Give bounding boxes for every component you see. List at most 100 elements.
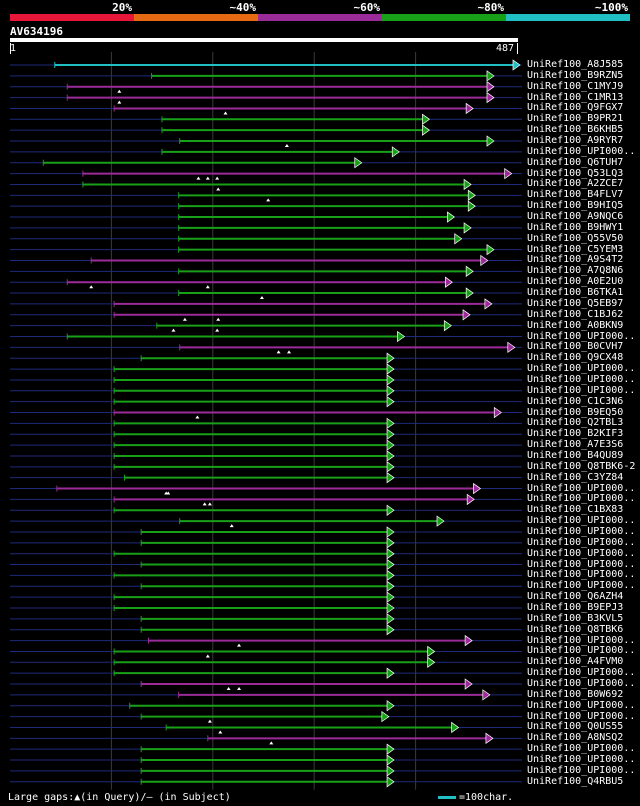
- hit-label[interactable]: UniRef100_B4QU89: [527, 449, 624, 461]
- hit-row-13: [10, 200, 522, 212]
- hit-label[interactable]: UniRef100_C1C3N6: [527, 395, 624, 407]
- hit-label[interactable]: UniRef100_B4FLV7: [527, 189, 624, 201]
- hit-label[interactable]: UniRef100_B2KIF3: [527, 428, 624, 440]
- hit-arrow: [465, 287, 474, 299]
- hit-label[interactable]: UniRef100_UPI000..: [527, 482, 636, 494]
- hit-label[interactable]: UniRef100_A9S4T2: [527, 254, 624, 266]
- hit-label[interactable]: UniRef100_B9EQ50: [527, 406, 624, 418]
- hit-label[interactable]: UniRef100_Q55V50: [527, 232, 624, 244]
- hit-label[interactable]: UniRef100_UPI000..: [527, 699, 636, 711]
- hit-arrow: [386, 526, 395, 538]
- gap-marker-0: [171, 328, 176, 332]
- hit-label[interactable]: UniRef100_Q9CX48: [527, 352, 624, 364]
- hit-label[interactable]: UniRef100_Q53LQ3: [527, 167, 624, 179]
- hit-label[interactable]: UniRef100_UPI000..: [527, 493, 636, 505]
- hit-row-40: [10, 493, 522, 506]
- legend-bar-4: [506, 14, 630, 21]
- hit-label[interactable]: UniRef100_UPI000..: [527, 580, 636, 592]
- hit-label[interactable]: UniRef100_UPI000..: [527, 678, 636, 690]
- hit-arrow: [422, 113, 431, 125]
- hit-label[interactable]: UniRef100_UPI000..: [527, 743, 636, 755]
- hit-arrow: [467, 200, 476, 212]
- hit-arrow: [386, 743, 395, 755]
- hit-arrow: [465, 102, 474, 115]
- hit-label[interactable]: UniRef100_UPI000..: [527, 373, 636, 385]
- identity-color-legend: 20% ~40% ~60% ~80% ~100%: [10, 0, 630, 22]
- hit-label[interactable]: UniRef100_Q8TBK6: [527, 623, 624, 635]
- hit-label[interactable]: UniRef100_B9RZN5: [527, 69, 624, 81]
- hit-label[interactable]: UniRef100_B9PR21: [527, 113, 624, 125]
- hit-label[interactable]: UniRef100_UPI000..: [527, 363, 636, 375]
- hit-label[interactable]: UniRef100_UPI000..: [527, 330, 636, 342]
- hit-label[interactable]: UniRef100_A0BKN9: [527, 319, 624, 331]
- hit-label[interactable]: UniRef100_C1MYJ9: [527, 80, 624, 92]
- scale-bar: [438, 795, 456, 799]
- hit-label[interactable]: UniRef100_A8J585: [527, 59, 624, 70]
- gap-marker-0: [164, 491, 169, 495]
- gap-marker-0: [218, 730, 223, 734]
- hit-label[interactable]: UniRef100_B9HIQ5: [527, 200, 624, 212]
- hit-arrow: [467, 189, 476, 202]
- hit-label[interactable]: UniRef100_UPI000..: [527, 384, 636, 396]
- hit-label[interactable]: UniRef100_B6KHB5: [527, 124, 624, 136]
- hit-label[interactable]: UniRef100_UPI000..: [527, 558, 636, 570]
- hit-label[interactable]: UniRef100_B0W692: [527, 688, 624, 700]
- hit-row-16: [10, 233, 522, 245]
- hit-label[interactable]: UniRef100_A7E3S6: [527, 439, 624, 451]
- hit-label[interactable]: UniRef100_UPI000..: [527, 547, 636, 559]
- hit-label[interactable]: UniRef100_A2ZCE7: [527, 178, 624, 190]
- hit-label[interactable]: UniRef100_C1BX83: [527, 504, 624, 516]
- hit-label[interactable]: UniRef100_UPI000..: [527, 645, 636, 657]
- hit-arrow: [386, 667, 395, 679]
- hit-label[interactable]: UniRef100_UPI000..: [527, 536, 636, 548]
- hit-row-22: [10, 298, 522, 310]
- hit-row-28: [10, 363, 522, 375]
- gap-marker-0: [117, 89, 122, 93]
- hit-label[interactable]: UniRef100_Q4RBU5: [527, 775, 624, 787]
- hit-arrow: [486, 70, 495, 82]
- hit-label[interactable]: UniRef100_UPI000..: [527, 754, 636, 766]
- query-end-label: 487: [496, 43, 515, 54]
- hit-label[interactable]: UniRef100_B9EPJ3: [527, 602, 624, 613]
- hit-label[interactable]: UniRef100_B6TKA1: [527, 287, 624, 299]
- hit-label[interactable]: UniRef100_Q8TBK6-2: [527, 460, 636, 472]
- hit-label[interactable]: UniRef100_A9NQC6: [527, 211, 624, 223]
- hit-label[interactable]: UniRef100_B3KVL5: [527, 612, 624, 624]
- hit-label[interactable]: UniRef100_A4FVM0: [527, 656, 624, 668]
- hit-label[interactable]: UniRef100_B9HWY1: [527, 221, 624, 233]
- gap-marker-1: [205, 285, 210, 289]
- hit-label[interactable]: UniRef100_C1MR13: [527, 91, 624, 103]
- hit-label[interactable]: UniRef100_Q5EB97: [527, 297, 624, 309]
- hit-label[interactable]: UniRef100_C3YZ84: [527, 471, 624, 483]
- hit-row-35: [10, 439, 522, 451]
- gap-marker-0: [226, 687, 231, 691]
- gap-marker-0: [259, 296, 264, 300]
- hit-label[interactable]: UniRef100_A9RYR7: [527, 135, 624, 147]
- hit-label[interactable]: UniRef100_Q9FGX7: [527, 102, 624, 114]
- hit-row-4: [10, 102, 522, 115]
- gap-marker-0: [266, 198, 271, 202]
- hit-label[interactable]: UniRef100_UPI000..: [527, 515, 636, 527]
- hit-label[interactable]: UniRef100_B0CVH7: [527, 341, 624, 353]
- hit-label[interactable]: UniRef100_C5YEM3: [527, 243, 624, 255]
- hit-label[interactable]: UniRef100_Q0US55: [527, 721, 624, 733]
- hit-label[interactable]: UniRef100_UPI000..: [527, 569, 636, 581]
- hit-arrow: [480, 254, 489, 267]
- hit-label[interactable]: UniRef100_UPI000..: [527, 634, 636, 646]
- hit-row-25: [10, 330, 522, 343]
- hit-row-55: [10, 656, 522, 668]
- hit-label[interactable]: UniRef100_A7Q8N6: [527, 265, 624, 277]
- hit-label[interactable]: UniRef100_A8NSQ2: [527, 732, 624, 744]
- hit-label[interactable]: UniRef100_UPI000..: [527, 525, 636, 537]
- hit-label[interactable]: UniRef100_UPI000..: [527, 764, 636, 776]
- hit-label[interactable]: UniRef100_UPI000..: [527, 667, 636, 679]
- hit-label[interactable]: UniRef100_Q6AZH4: [527, 591, 624, 603]
- hit-label[interactable]: UniRef100_Q2TBL3: [527, 417, 624, 429]
- hit-label[interactable]: UniRef100_Q6TUH7: [527, 156, 624, 168]
- hit-label[interactable]: UniRef100_UPI000..: [527, 710, 636, 722]
- hit-label[interactable]: UniRef100_UPI000..: [527, 145, 636, 157]
- hit-label[interactable]: UniRef100_C1BJ62: [527, 308, 624, 320]
- hit-label[interactable]: UniRef100_A0E2U0: [527, 276, 624, 288]
- hit-arrow: [386, 471, 395, 484]
- hit-arrow: [386, 624, 395, 636]
